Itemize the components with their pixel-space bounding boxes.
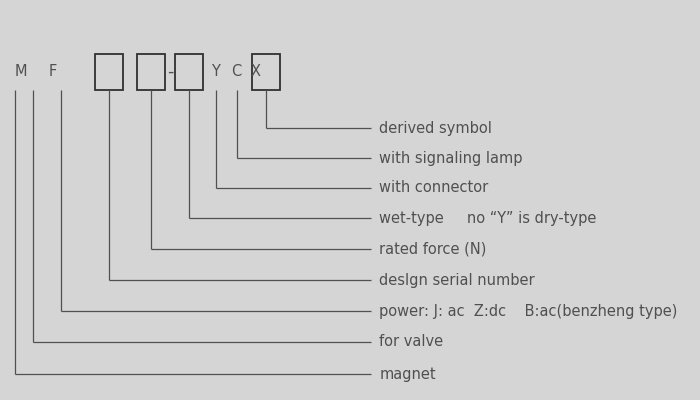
Text: M: M <box>15 64 27 80</box>
Text: with signaling lamp: with signaling lamp <box>379 150 523 166</box>
Text: rated force (N): rated force (N) <box>379 241 486 256</box>
Text: X: X <box>251 64 260 80</box>
Text: for valve: for valve <box>379 334 444 350</box>
Text: derived symbol: derived symbol <box>379 120 492 136</box>
Text: F: F <box>48 64 57 80</box>
Text: power: J: ac  Z:dc    B:ac(benzheng type): power: J: ac Z:dc B:ac(benzheng type) <box>379 304 678 319</box>
Bar <box>136 54 164 90</box>
Text: magnet: magnet <box>379 366 436 382</box>
Text: desIgn serial number: desIgn serial number <box>379 272 535 288</box>
Text: with connector: with connector <box>379 180 489 196</box>
Text: -: - <box>167 63 174 81</box>
Bar <box>94 54 122 90</box>
Bar <box>252 54 280 90</box>
Text: Y: Y <box>211 64 220 80</box>
Text: wet-type     no “Y” is dry-type: wet-type no “Y” is dry-type <box>379 210 597 226</box>
Bar <box>175 54 203 90</box>
Text: C: C <box>232 64 242 80</box>
